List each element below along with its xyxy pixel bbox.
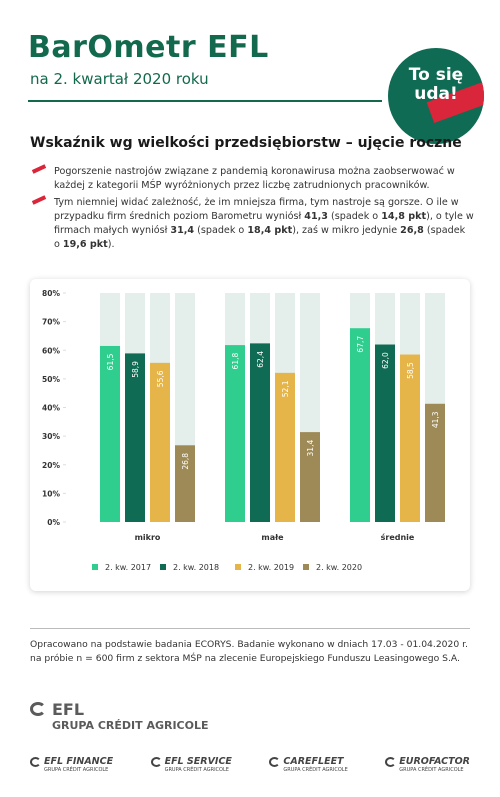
legend-label: 2. kw. 2020	[316, 563, 362, 572]
y-tick-label: 0%	[47, 518, 60, 527]
value-label: 61,8	[231, 353, 240, 370]
bar	[100, 345, 120, 522]
logo-name: EFL SERVICE	[164, 756, 232, 767]
x-tick-label: średnie	[381, 532, 415, 542]
bullet-text: Tym niemniej widać zależność, że im mnie…	[54, 197, 459, 222]
footer-rule	[30, 628, 470, 629]
logo-group: GRUPA CRÉDIT AGRICOLE	[399, 767, 464, 773]
bullet-text: (spadek o	[194, 225, 248, 236]
value-label: 67,7	[356, 336, 365, 353]
legend-label: 2. kw. 2017	[105, 563, 151, 572]
value-label: 31,4	[306, 440, 315, 457]
badge: To się uda!	[388, 48, 484, 144]
main-logo: EFL GRUPA CRÉDIT AGRICOLE	[30, 700, 209, 732]
y-tick-label: 60%	[42, 346, 60, 355]
logo: EUROFACTOR GRUPA CRÉDIT AGRICOLE	[385, 756, 470, 773]
logo: EFL SERVICE GRUPA CRÉDIT AGRICOLE	[150, 756, 232, 773]
value-label: 58,5	[406, 362, 415, 379]
y-tick-label: 40%	[42, 404, 60, 413]
logo-name: EUROFACTOR	[399, 756, 470, 767]
bullet-bold: 41,3	[304, 211, 328, 222]
logo-symbol	[30, 702, 46, 716]
logo-name: EFL FINANCE	[44, 756, 114, 767]
legend-swatch	[303, 564, 309, 570]
logo-symbol	[30, 757, 41, 767]
x-tick-label: mikro	[135, 533, 161, 542]
bar	[225, 345, 245, 522]
logo: CAREFLEET GRUPA CRÉDIT AGRICOLE	[269, 756, 348, 773]
bar	[125, 353, 145, 522]
value-label: 41,3	[431, 411, 440, 428]
value-label: 62,0	[381, 352, 390, 369]
value-label: 62,4	[256, 351, 265, 368]
logo-group: GRUPA CRÉDIT AGRICOLE	[164, 767, 229, 773]
bullet-text: ).	[107, 239, 115, 250]
bullet: Tym niemniej widać zależność, że im mnie…	[31, 195, 474, 252]
bar	[350, 328, 370, 522]
bar	[275, 372, 295, 522]
legend-swatch	[235, 564, 241, 570]
legend-swatch	[160, 564, 166, 570]
logo-group: GRUPA CRÉDIT AGRICOLE	[44, 767, 109, 773]
logo-symbol	[150, 757, 162, 767]
y-tick-label: 80%	[42, 289, 60, 298]
bar	[150, 362, 170, 522]
bullet-text: (spadek o	[54, 225, 466, 250]
bullet-bold: 18,4 pkt	[247, 225, 293, 236]
y-tick-label: 10%	[42, 489, 60, 498]
y-tick-label: 30%	[42, 432, 60, 441]
value-label: 58,9	[131, 361, 140, 378]
header-rule	[28, 100, 382, 102]
bullet-bold: 14,8 pkt	[381, 211, 427, 222]
footnote: Opracowano na podstawie badania ECORYS. …	[30, 639, 468, 664]
value-label: 55,6	[156, 370, 165, 387]
logo-row: EFL FINANCE GRUPA CRÉDIT AGRICOLE EFL SER…	[30, 756, 470, 773]
bar	[375, 344, 395, 522]
bar	[400, 354, 420, 522]
x-tick-label: małe	[261, 533, 284, 542]
logo-name: EFL	[52, 700, 85, 719]
bullet-mark	[31, 164, 47, 174]
legend-label: 2. kw. 2018	[173, 563, 219, 572]
chart-card: 0% 10% 20% 30% 40% 50% 60% 70% 80% 61,5 58,9 55,6 26…	[30, 279, 470, 591]
title: BarOmetr EFL	[28, 30, 269, 65]
bullet-text: ), zaś w mikro jedynie	[292, 225, 401, 236]
bullet: Pogorszenie nastrojów związane z pandemi…	[31, 164, 474, 193]
bullet-bold: 31,4	[170, 225, 195, 236]
bar	[300, 432, 320, 522]
legend-label: 2. kw. 2019	[248, 563, 294, 572]
y-tick-label: 70%	[42, 318, 60, 327]
logo-symbol	[269, 757, 281, 767]
logo: EFL FINANCE GRUPA CRÉDIT AGRICOLE	[30, 756, 113, 773]
badge-line: uda!	[414, 84, 458, 104]
subtitle: na 2. kwartał 2020 roku	[30, 70, 209, 88]
bullet-text: (spadek o	[327, 211, 382, 222]
logo-group: GRUPA CRÉDIT AGRICOLE	[283, 767, 348, 773]
bullet-bold: 26,8	[400, 225, 424, 236]
badge-text: To się uda!	[388, 66, 484, 104]
legend-swatch	[92, 564, 98, 570]
value-label: 61,5	[106, 353, 115, 370]
section-title: Wskaźnik wg wielkości przedsiębiorstw – …	[30, 135, 462, 151]
bar	[175, 445, 195, 522]
bullet-text: Pogorszenie nastrojów związane z pandemi…	[54, 166, 455, 191]
logo-symbol	[385, 757, 397, 767]
bar	[425, 403, 445, 522]
y-tick-label: 20%	[42, 461, 60, 470]
bar	[250, 343, 270, 522]
value-label: 26,8	[181, 453, 190, 470]
logo-group: GRUPA CRÉDIT AGRICOLE	[52, 719, 209, 732]
bullet-mark	[31, 195, 47, 205]
y-tick-label: 50%	[42, 375, 60, 384]
chart: 0% 10% 20% 30% 40% 50% 60% 70% 80% 61,5 58,9 55,6 26…	[42, 289, 445, 572]
logo-name: CAREFLEET	[283, 756, 344, 767]
bullet-bold: 19,6 pkt	[62, 239, 108, 250]
bullet-text: ), o tyle w firmach małych wyniósł	[54, 211, 474, 236]
value-label: 52,1	[281, 380, 290, 397]
badge-line: To się	[408, 65, 464, 85]
